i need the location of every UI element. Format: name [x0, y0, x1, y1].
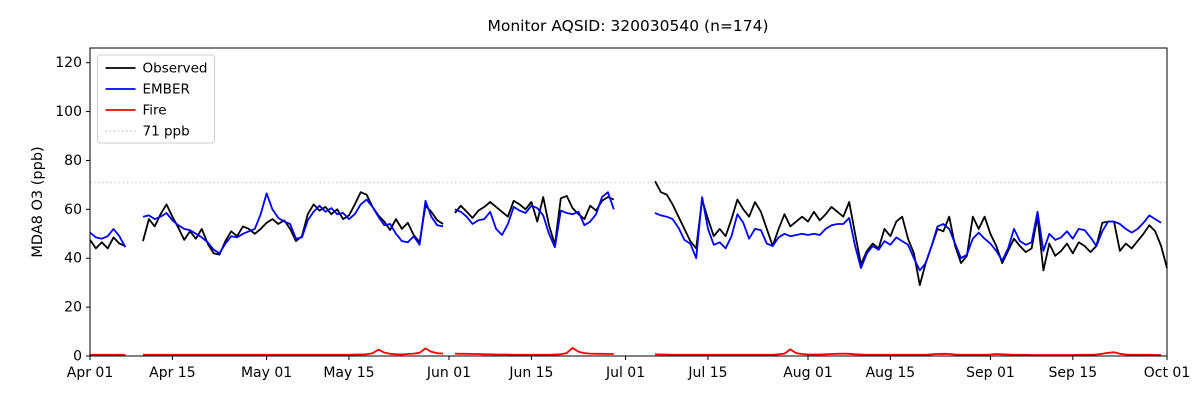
- chart-title: Monitor AQSID: 320030540 (n=174): [487, 17, 768, 35]
- series-fire: [90, 347, 1162, 356]
- y-tick-label: 120: [55, 55, 82, 71]
- series-observed: [89, 180, 1168, 286]
- x-tick-label: Jul 01: [605, 365, 645, 381]
- x-tick-label: May 01: [241, 365, 292, 381]
- y-tick-label: 60: [64, 202, 82, 218]
- plot-border: [89, 47, 1168, 357]
- y-tick-label: 0: [73, 349, 82, 365]
- x-tick-label: Oct 01: [1144, 365, 1190, 381]
- legend-label-ember: EMBER: [143, 82, 190, 98]
- data-series: [89, 180, 1168, 356]
- x-tick-label: Sep 15: [1049, 365, 1098, 381]
- y-tick-label: 20: [64, 300, 82, 316]
- legend-box: [97, 54, 215, 144]
- x-tick-label: Aug 01: [783, 365, 833, 381]
- x-tick-label: Jun 15: [508, 365, 553, 381]
- y-axis-label: MDA8 O3 (ppb): [30, 146, 46, 257]
- x-tick-label: Sep 01: [966, 365, 1015, 381]
- legend-label-71-ppb: 71 ppb: [143, 124, 190, 140]
- x-tick-label: May 15: [323, 365, 374, 381]
- y-tick-label: 40: [64, 251, 82, 267]
- legend-label-observed: Observed: [143, 61, 208, 77]
- axes: 0 20 40 60 80 100 120 Apr 01 Apr 15 May 01 May 15 J…: [55, 47, 1190, 381]
- x-tick-label: Aug 15: [866, 365, 916, 381]
- x-tick-label: Apr 01: [67, 365, 113, 381]
- x-tick-label: Jul 15: [687, 365, 727, 381]
- y-tick-label: 100: [55, 104, 82, 120]
- y-tick-label: 80: [64, 153, 82, 169]
- legend: Observed EMBER Fire 71 ppb: [97, 54, 215, 144]
- x-tick-label: Apr 15: [149, 365, 195, 381]
- series-ember: [89, 191, 1162, 272]
- x-tick-label: Jun 01: [426, 365, 471, 381]
- legend-label-fire: Fire: [143, 103, 167, 119]
